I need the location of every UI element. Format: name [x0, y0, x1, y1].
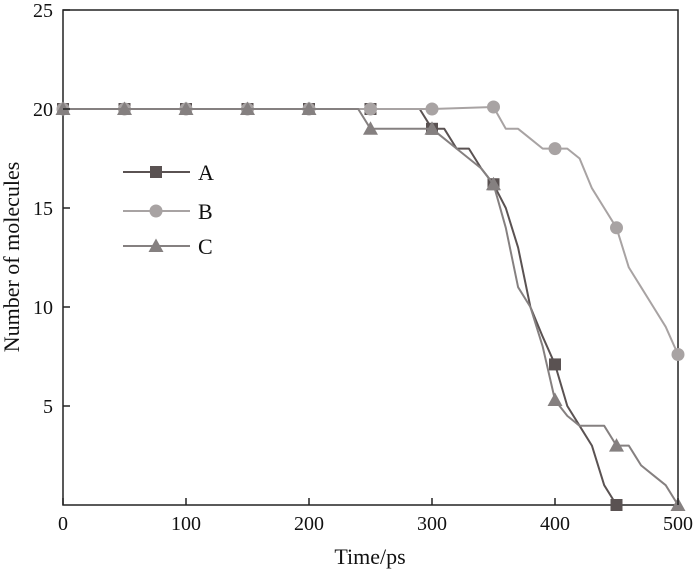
plot-frame [62, 9, 679, 506]
data-point-C [486, 176, 501, 191]
series-C [55, 101, 686, 511]
y-tick-label: 25 [33, 0, 53, 22]
legend-marker-C [148, 238, 164, 252]
x-axis-title: Time/ps [334, 544, 405, 569]
data-point-C [609, 438, 624, 452]
series-layer [55, 100, 686, 511]
series-line-C [63, 108, 679, 506]
data-point-B [487, 100, 500, 114]
data-point-C [240, 101, 255, 115]
series-A [57, 103, 623, 511]
data-point-C [117, 101, 132, 115]
x-tick-label: 500 [663, 513, 693, 535]
data-point-C [301, 101, 317, 115]
y-tick-label: 10 [33, 297, 53, 319]
data-point-C [547, 392, 563, 407]
data-point-B [364, 102, 377, 116]
legend-marker-A [150, 166, 162, 178]
legend: ABC [123, 160, 214, 259]
x-tick-label: 100 [171, 513, 201, 535]
data-point-B [548, 142, 562, 156]
series-line-B [63, 106, 679, 355]
legend-marker-B [149, 204, 163, 218]
y-tick-label: 15 [33, 198, 53, 220]
x-tick-label: 300 [417, 513, 447, 535]
data-point-C [363, 121, 378, 135]
data-point-B [671, 348, 685, 362]
data-point-A [610, 499, 623, 511]
data-point-B [610, 221, 623, 235]
y-axis-title: Number of molecules [0, 162, 24, 353]
data-point-C [424, 121, 440, 135]
x-tick-label: 400 [540, 513, 570, 535]
legend-label-B: B [198, 199, 213, 224]
data-point-B [425, 102, 439, 116]
data-point-C [178, 101, 194, 115]
legend-label-C: C [198, 234, 213, 259]
ticks-layer: 0 100 200 300 400 500 5 10 15 20 25 [33, 0, 693, 535]
x-tick-label: 0 [58, 513, 68, 535]
legend-label-A: A [198, 160, 214, 185]
x-tick-label: 200 [294, 513, 324, 535]
y-tick-label: 5 [43, 396, 53, 418]
y-tick-label: 20 [33, 99, 53, 121]
data-point-A [549, 358, 561, 371]
series-B [56, 100, 685, 362]
series-line-A [63, 108, 618, 506]
